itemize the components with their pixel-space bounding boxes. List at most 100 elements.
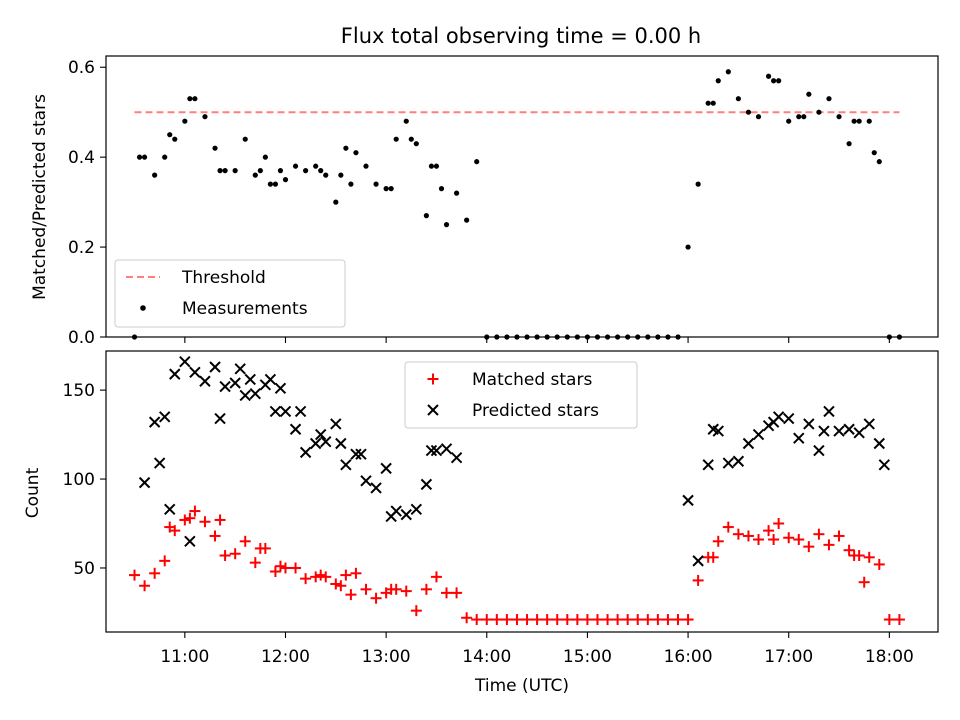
x-tick-label: 15:00 <box>563 647 612 667</box>
matched-star-point <box>531 614 543 626</box>
matched-star-point <box>315 569 327 581</box>
measurement-point <box>705 100 711 106</box>
predicted-star-point <box>752 428 765 441</box>
measurement-point <box>443 222 450 228</box>
measurement-point <box>745 109 752 115</box>
matched-star-point <box>461 612 473 624</box>
measurement-point <box>408 136 414 142</box>
matched-star-point <box>214 514 226 526</box>
predicted-star-point <box>299 446 312 459</box>
matched-star-point <box>149 567 161 579</box>
measurement-point <box>313 163 319 169</box>
measurement-point <box>771 78 777 84</box>
matched-star-point <box>335 580 347 592</box>
measurement-point <box>152 172 158 178</box>
predicted-star-point <box>138 476 151 489</box>
predicted-star-point <box>813 444 825 457</box>
measurement-point <box>866 118 872 124</box>
matched-star-point <box>793 534 805 546</box>
matched-star-point <box>239 535 251 547</box>
legend-box <box>114 259 346 328</box>
measurement-point <box>202 114 208 120</box>
measurement-point <box>182 118 188 124</box>
measurement-point <box>348 181 354 187</box>
bottom-axes-frame <box>105 350 939 633</box>
predicted-star-point <box>209 361 221 373</box>
legend-label: Measurements <box>182 299 308 319</box>
predicted-star-point <box>853 427 865 439</box>
predicted-star-point <box>340 459 352 471</box>
measurement-point <box>232 168 238 174</box>
predicted-star-point <box>294 405 307 418</box>
predicted-star-point <box>189 366 201 379</box>
matched-star-point <box>803 541 815 553</box>
matched-star-point <box>441 587 453 599</box>
matched-star-point <box>551 614 563 626</box>
predicted-star-point <box>833 425 845 437</box>
legend-label: Matched stars <box>472 370 592 390</box>
matched-star-point <box>481 614 493 626</box>
measurement-point <box>282 177 289 183</box>
matched-star-point <box>672 614 684 626</box>
predicted-star-point <box>355 448 367 460</box>
predicted-star-point <box>400 508 412 521</box>
measurement-point <box>192 96 198 102</box>
measurement-point <box>428 163 435 169</box>
measurement-point <box>333 199 339 205</box>
y-tick-label: 0.4 <box>68 148 95 168</box>
matched-star-point <box>773 518 785 530</box>
measurement-point <box>187 96 193 102</box>
matched-star-point <box>274 560 286 572</box>
top-axes: 0.0 0.2 0.4 0.6 Matched/Predicted stars Thr… <box>30 55 939 348</box>
predicted-star-point <box>269 405 282 418</box>
matched-star-point <box>893 614 905 626</box>
matched-star-point <box>722 521 734 533</box>
measurement-point <box>262 154 268 160</box>
matched-star-point <box>642 614 654 626</box>
x-tick-label: 16:00 <box>664 647 713 667</box>
measurement-point <box>212 145 218 151</box>
measurement-point <box>806 91 812 97</box>
predicted-star-point <box>803 418 815 430</box>
predicted-star-point <box>169 368 181 380</box>
matched-star-point <box>712 535 724 547</box>
matched-star-point <box>521 614 533 626</box>
predicted-star-point <box>702 459 714 471</box>
matched-star-point <box>873 558 885 570</box>
matched-star-point <box>290 562 302 574</box>
measurement-point <box>162 154 168 160</box>
matched-star-point <box>249 557 261 569</box>
matched-star-point <box>430 571 442 583</box>
legend-box <box>404 361 638 429</box>
matched-star-point <box>139 580 151 592</box>
measurement-point <box>141 154 148 160</box>
measurement-point <box>433 163 440 169</box>
matched-star-point <box>622 614 634 626</box>
predicted-star-point <box>179 355 191 368</box>
y-tick-label: 50 <box>73 559 95 579</box>
predicted-star-point <box>289 423 302 435</box>
matched-star-point <box>400 585 412 597</box>
predicted-star-point <box>863 418 875 430</box>
measurement-point <box>222 168 228 174</box>
predicted-star-point <box>818 425 830 437</box>
legend-label: Predicted stars <box>472 401 599 421</box>
matched-star-point <box>863 551 875 563</box>
matched-star-point <box>843 544 855 556</box>
predicted-star-point <box>425 444 438 457</box>
predicted-star-point <box>315 428 327 441</box>
measurement-point <box>136 154 143 160</box>
measurement-point <box>453 190 460 196</box>
measurement-point <box>786 118 792 124</box>
measurement-point <box>765 73 772 79</box>
predicted-star-point <box>184 535 196 548</box>
predicted-star-point <box>682 494 694 507</box>
matched-star-point <box>370 592 382 604</box>
predicted-star-point <box>707 423 719 435</box>
matched-star-point <box>219 550 231 562</box>
predicted-star-point <box>360 475 372 487</box>
predicted-star-point <box>279 405 292 418</box>
predicted-star-point <box>320 435 332 448</box>
legend-handle-predicted <box>427 404 439 416</box>
measurement-point <box>856 118 862 124</box>
